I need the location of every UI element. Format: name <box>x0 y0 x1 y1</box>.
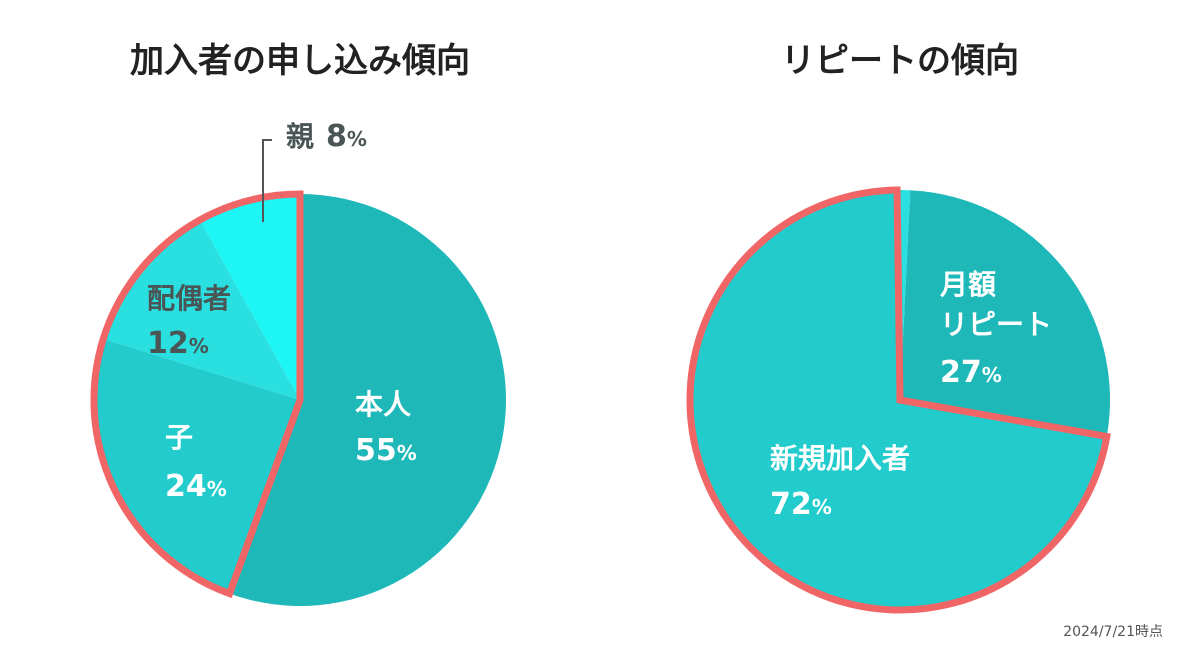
repeat-slice-0 <box>900 190 1111 437</box>
slice-label-child: 子 <box>165 421 193 454</box>
chart-title-repeat: リピートの傾向 <box>781 41 1019 81</box>
applications-slice-1 <box>93 338 301 594</box>
chart-repeat: リピートの傾向 月額 リピート 27% 新規加入者 72% <box>686 41 1111 614</box>
slice-label-monthly-line1: 月額 <box>939 268 996 301</box>
applications-slice-0 <box>229 194 506 606</box>
slice-value-self: 55% <box>355 433 417 468</box>
slice-label-self: 本人 <box>355 388 411 421</box>
slice-label-parent: 親 8% <box>286 119 367 154</box>
highlight-outline-other-slices <box>90 190 304 599</box>
slice-value-new-members: 72% <box>770 487 832 522</box>
slice-label-new-members: 新規加入者 <box>770 442 910 475</box>
slice-value-spouse: 12% <box>147 326 209 361</box>
slice-label-monthly-line2: リピート <box>940 308 1052 341</box>
applications-slice-2 <box>103 219 300 400</box>
leader-line-parent <box>262 139 272 222</box>
chart-applications: 加入者の申し込み傾向 本人 55% 子 24% 配偶者 12% 親 8% <box>90 41 506 606</box>
highlight-outline-new-members <box>686 186 1111 614</box>
slice-label-spouse: 配偶者 <box>147 282 231 315</box>
slice-value-child: 24% <box>165 469 227 504</box>
chart-title-applications: 加入者の申し込み傾向 <box>130 41 470 81</box>
pie-applications <box>93 194 506 606</box>
as-of-date: 2024/7/21時点 <box>1063 624 1163 640</box>
slice-value-monthly: 27% <box>940 355 1002 390</box>
applications-slice-3 <box>199 194 300 400</box>
